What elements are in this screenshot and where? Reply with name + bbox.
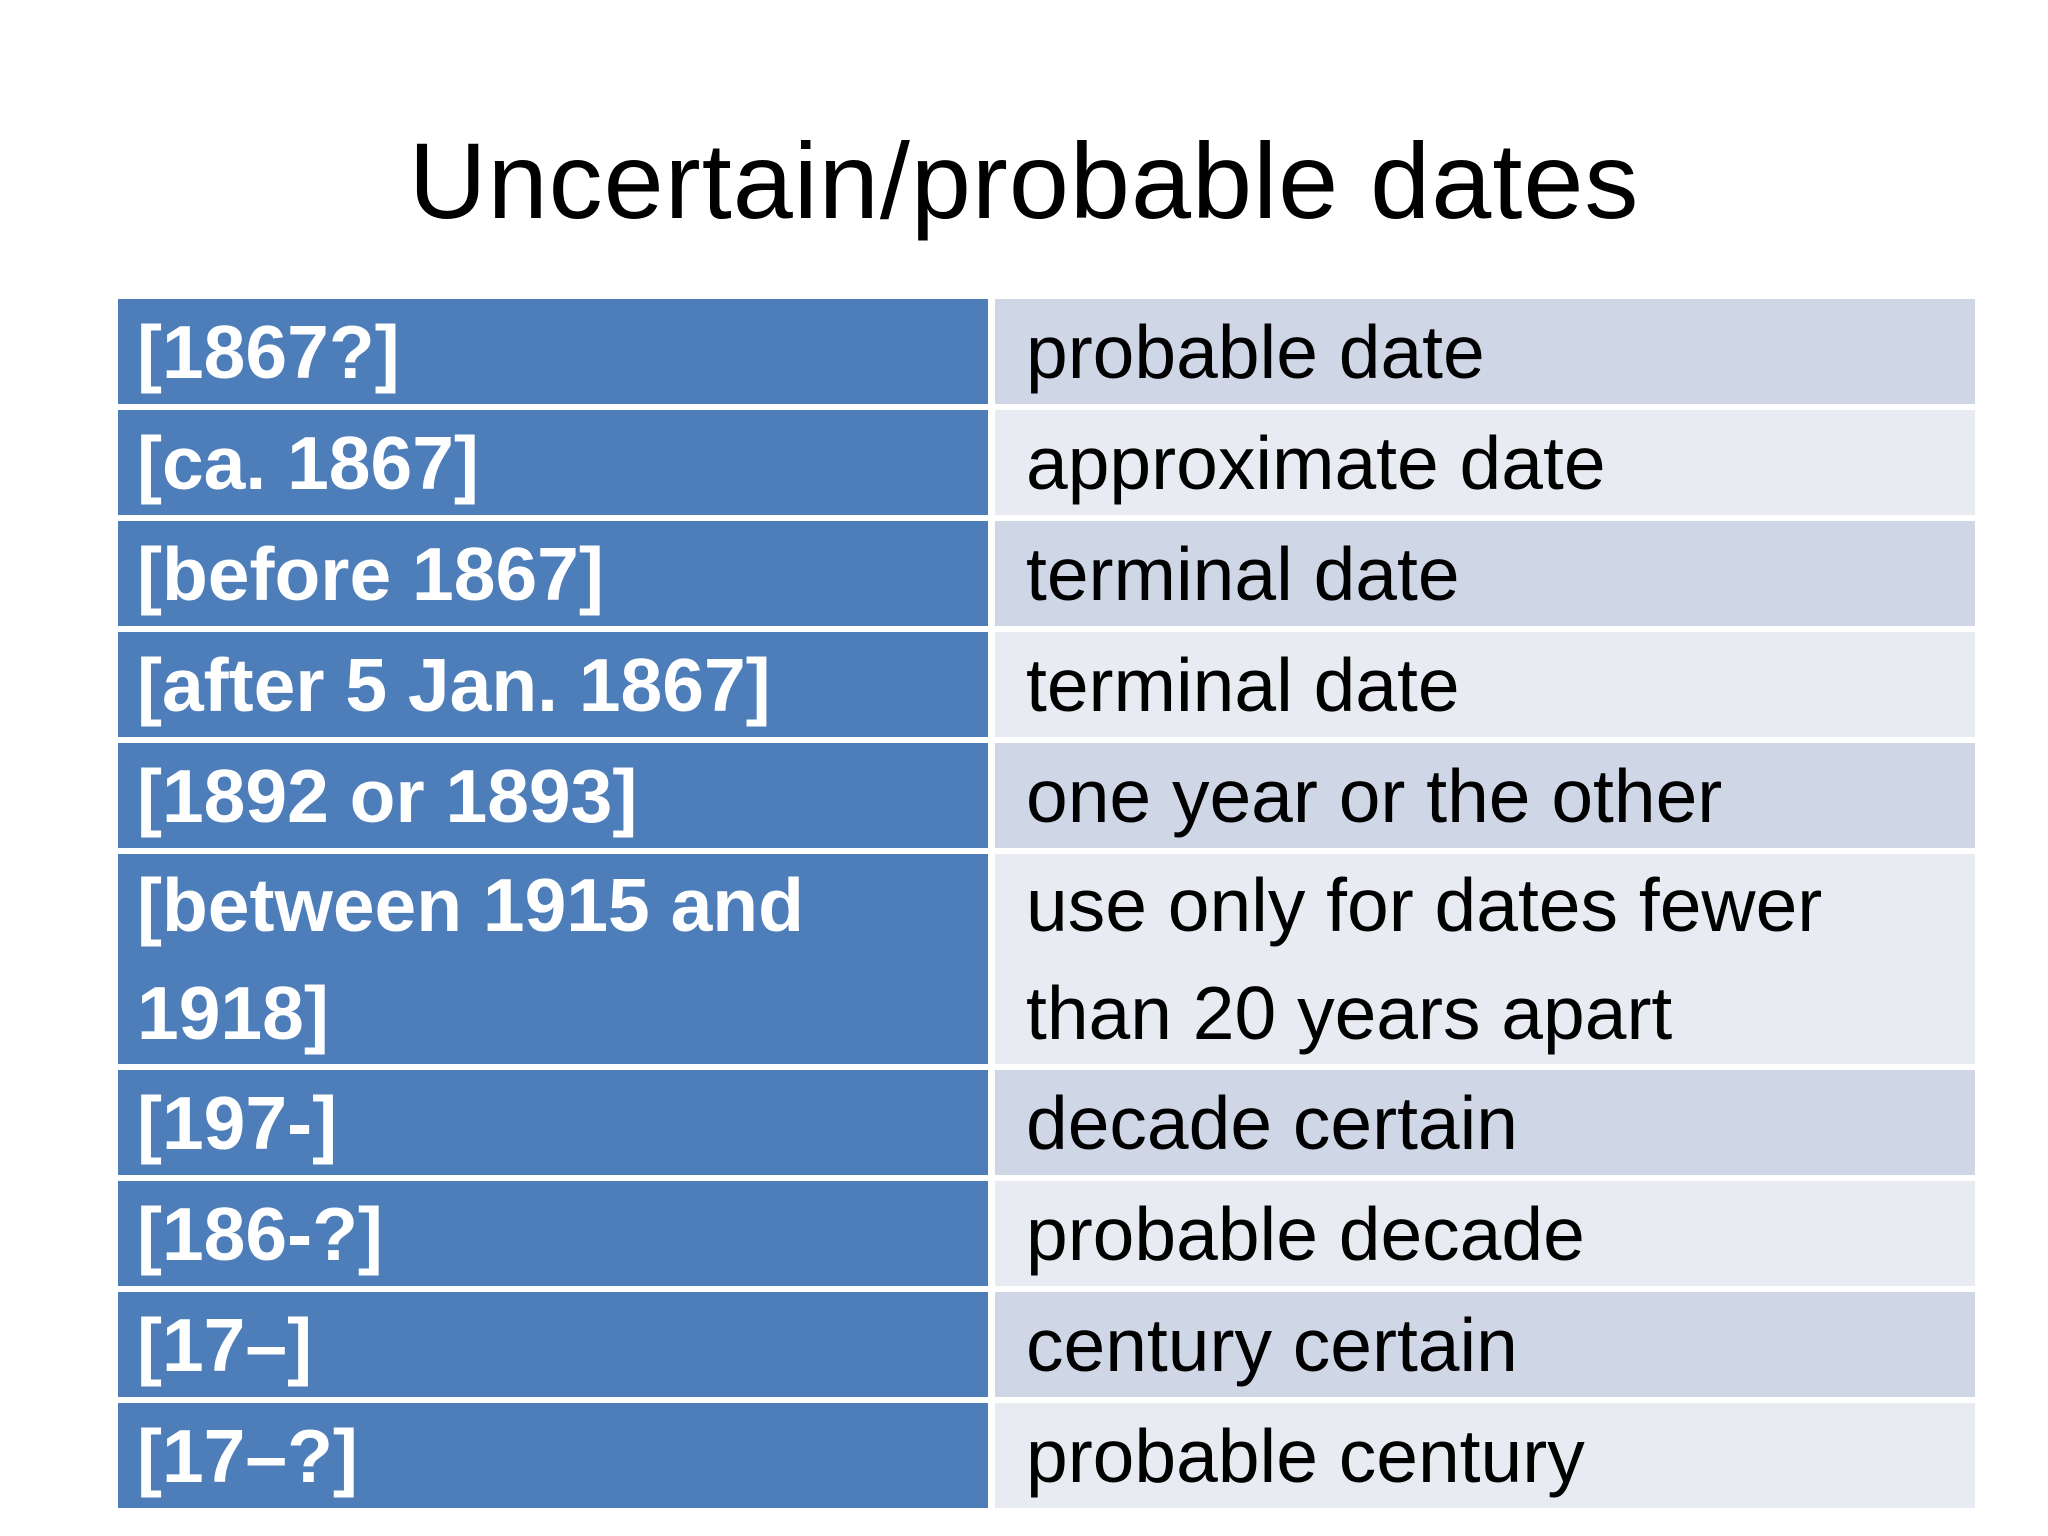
table-row-7-meaning-cell: decade certain (995, 1070, 1975, 1175)
table-row-1-meaning-cell: probable date (995, 299, 1975, 404)
date-code: [after 5 Jan. 1867] (137, 642, 771, 727)
table-row-9-meaning-cell: century certain (995, 1292, 1975, 1397)
date-meaning: century certain (1026, 1302, 1518, 1387)
date-code: [ca. 1867] (137, 420, 479, 505)
date-meaning: probable date (1026, 309, 1485, 394)
date-code: [between 1915 and 1918] (137, 863, 804, 1055)
uncertain-dates-table: [1867?] probable date [ca. 1867] approxi… (118, 299, 1975, 1508)
date-meaning: probable century (1026, 1413, 1585, 1498)
table-row-3-meaning-cell: terminal date (995, 521, 1975, 626)
date-meaning: probable decade (1026, 1191, 1585, 1276)
table-row-5-meaning-cell: one year or the other (995, 743, 1975, 848)
table-row-6-meaning-cell: use only for dates fewer than 20 years a… (995, 854, 1975, 1064)
page-title: Uncertain/probable dates (408, 120, 1640, 241)
table-row-4-code-cell: [after 5 Jan. 1867] (118, 632, 988, 737)
date-meaning: terminal date (1026, 531, 1460, 616)
table-row-1-code-cell: [1867?] (118, 299, 988, 404)
table-row-6-code-cell: [between 1915 and 1918] (118, 854, 988, 1064)
date-code: [17–?] (137, 1413, 358, 1498)
date-code: [1892 or 1893] (137, 753, 638, 838)
table-row-8-code-cell: [186-?] (118, 1181, 988, 1286)
table-row-10-code-cell: [17–?] (118, 1403, 988, 1508)
table-row-4-meaning-cell: terminal date (995, 632, 1975, 737)
table-row-7-code-cell: [197-] (118, 1070, 988, 1175)
date-code: [17–] (137, 1302, 313, 1387)
table-row-8-meaning-cell: probable decade (995, 1181, 1975, 1286)
table-row-9-code-cell: [17–] (118, 1292, 988, 1397)
table-row-10-meaning-cell: probable century (995, 1403, 1975, 1508)
date-code: [186-?] (137, 1191, 383, 1276)
date-meaning: approximate date (1026, 420, 1606, 505)
table-row-3-code-cell: [before 1867] (118, 521, 988, 626)
date-meaning: use only for dates fewer than 20 years a… (1026, 863, 1823, 1055)
date-code: [197-] (137, 1080, 338, 1165)
date-meaning: decade certain (1026, 1080, 1519, 1165)
table-row-2-code-cell: [ca. 1867] (118, 410, 988, 515)
date-code: [before 1867] (137, 531, 604, 616)
table-row-5-code-cell: [1892 or 1893] (118, 743, 988, 848)
date-meaning: terminal date (1026, 642, 1460, 727)
date-code: [1867?] (137, 309, 400, 394)
table-row-2-meaning-cell: approximate date (995, 410, 1975, 515)
date-meaning: one year or the other (1026, 753, 1723, 838)
